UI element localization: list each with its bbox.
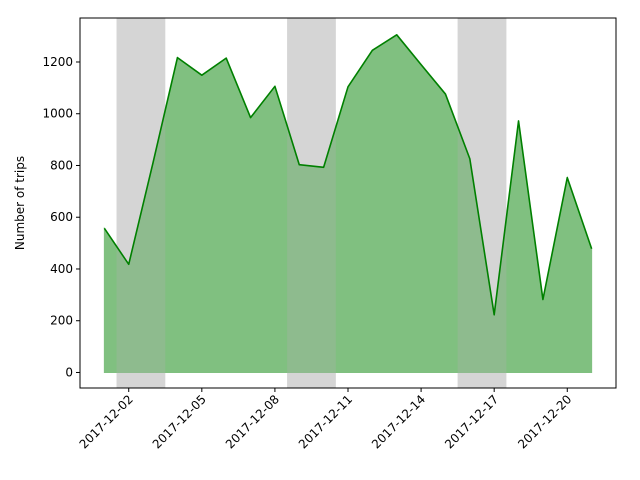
x-tick-label-2017-12-08: 2017-12-08: [223, 392, 282, 451]
data-point-2017-12-09: [298, 163, 301, 166]
trips-line: [103, 34, 593, 316]
x-tick-label-2017-12-05: 2017-12-05: [150, 392, 209, 451]
data-point-2017-12-08: [273, 85, 276, 88]
y-axis: 0 200 400 600 800 1000 1200: [42, 55, 80, 379]
x-axis: 2017-12-02 2017-12-05 2017-12-08 2017-12-11…: [77, 388, 574, 451]
data-point-2017-12-21: [590, 247, 593, 250]
data-point-2017-12-01: [103, 227, 106, 230]
data-point-2017-12-16: [468, 157, 471, 160]
data-point-2017-12-07: [249, 116, 252, 119]
weekend-shading-overlay: [116, 18, 507, 388]
y-tick-label-600: 600: [50, 210, 73, 224]
weekend-band-overlay-1: [287, 18, 336, 388]
x-tick-label-2017-12-20: 2017-12-20: [515, 392, 574, 451]
x-tick-label-2017-12-14: 2017-12-14: [369, 392, 428, 451]
y-tick-label-0: 0: [65, 365, 73, 379]
data-point-2017-12-18: [517, 119, 520, 122]
data-point-2017-12-13: [395, 33, 398, 36]
data-point-2017-12-11: [347, 85, 350, 88]
data-point-2017-12-03: [152, 161, 155, 164]
weekend-band-overlay-0: [116, 18, 166, 388]
y-tick-label-1000: 1000: [42, 107, 73, 121]
data-point-2017-12-20: [566, 176, 569, 179]
data-point-2017-12-10: [322, 166, 325, 169]
x-tick-label-2017-12-11: 2017-12-11: [296, 392, 355, 451]
data-point-2017-12-19: [541, 298, 544, 301]
y-tick-label-200: 200: [50, 314, 73, 328]
y-tick-label-400: 400: [50, 262, 73, 276]
y-tick-label-1200: 1200: [42, 55, 73, 69]
data-point-2017-12-17: [493, 313, 496, 316]
y-axis-label: Number of trips: [13, 156, 27, 250]
data-point-2017-12-15: [444, 93, 447, 96]
data-point-2017-12-14: [420, 63, 423, 66]
data-point-2017-12-12: [371, 49, 374, 52]
weekend-band-overlay-2: [457, 18, 507, 388]
data-point-2017-12-06: [225, 57, 228, 60]
x-tick-label-2017-12-02: 2017-12-02: [77, 392, 136, 451]
y-tick-label-800: 800: [50, 158, 73, 172]
data-point-2017-12-02: [127, 263, 130, 266]
data-point-2017-12-05: [200, 74, 203, 77]
data-point-2017-12-04: [176, 56, 179, 59]
x-tick-label-2017-12-17: 2017-12-17: [442, 392, 501, 451]
